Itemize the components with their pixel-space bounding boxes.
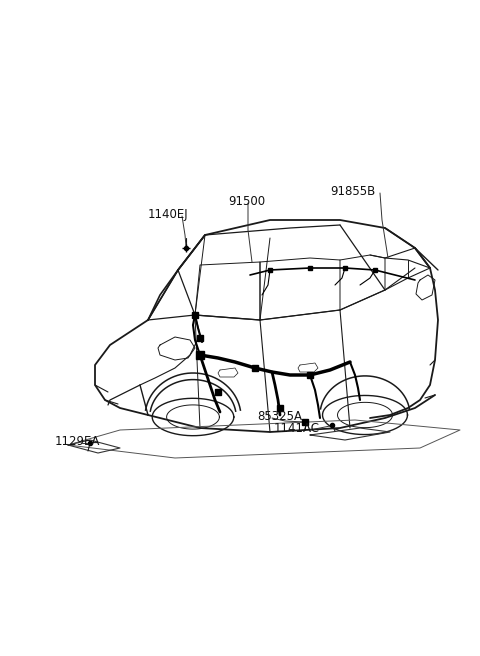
Text: 91855B: 91855B [330,185,375,198]
Text: 85325A: 85325A [257,410,302,423]
Text: 1141AC: 1141AC [274,422,320,435]
Text: 1140EJ: 1140EJ [148,208,189,221]
Text: 91500: 91500 [228,195,265,208]
Text: 1129EA: 1129EA [55,435,100,448]
